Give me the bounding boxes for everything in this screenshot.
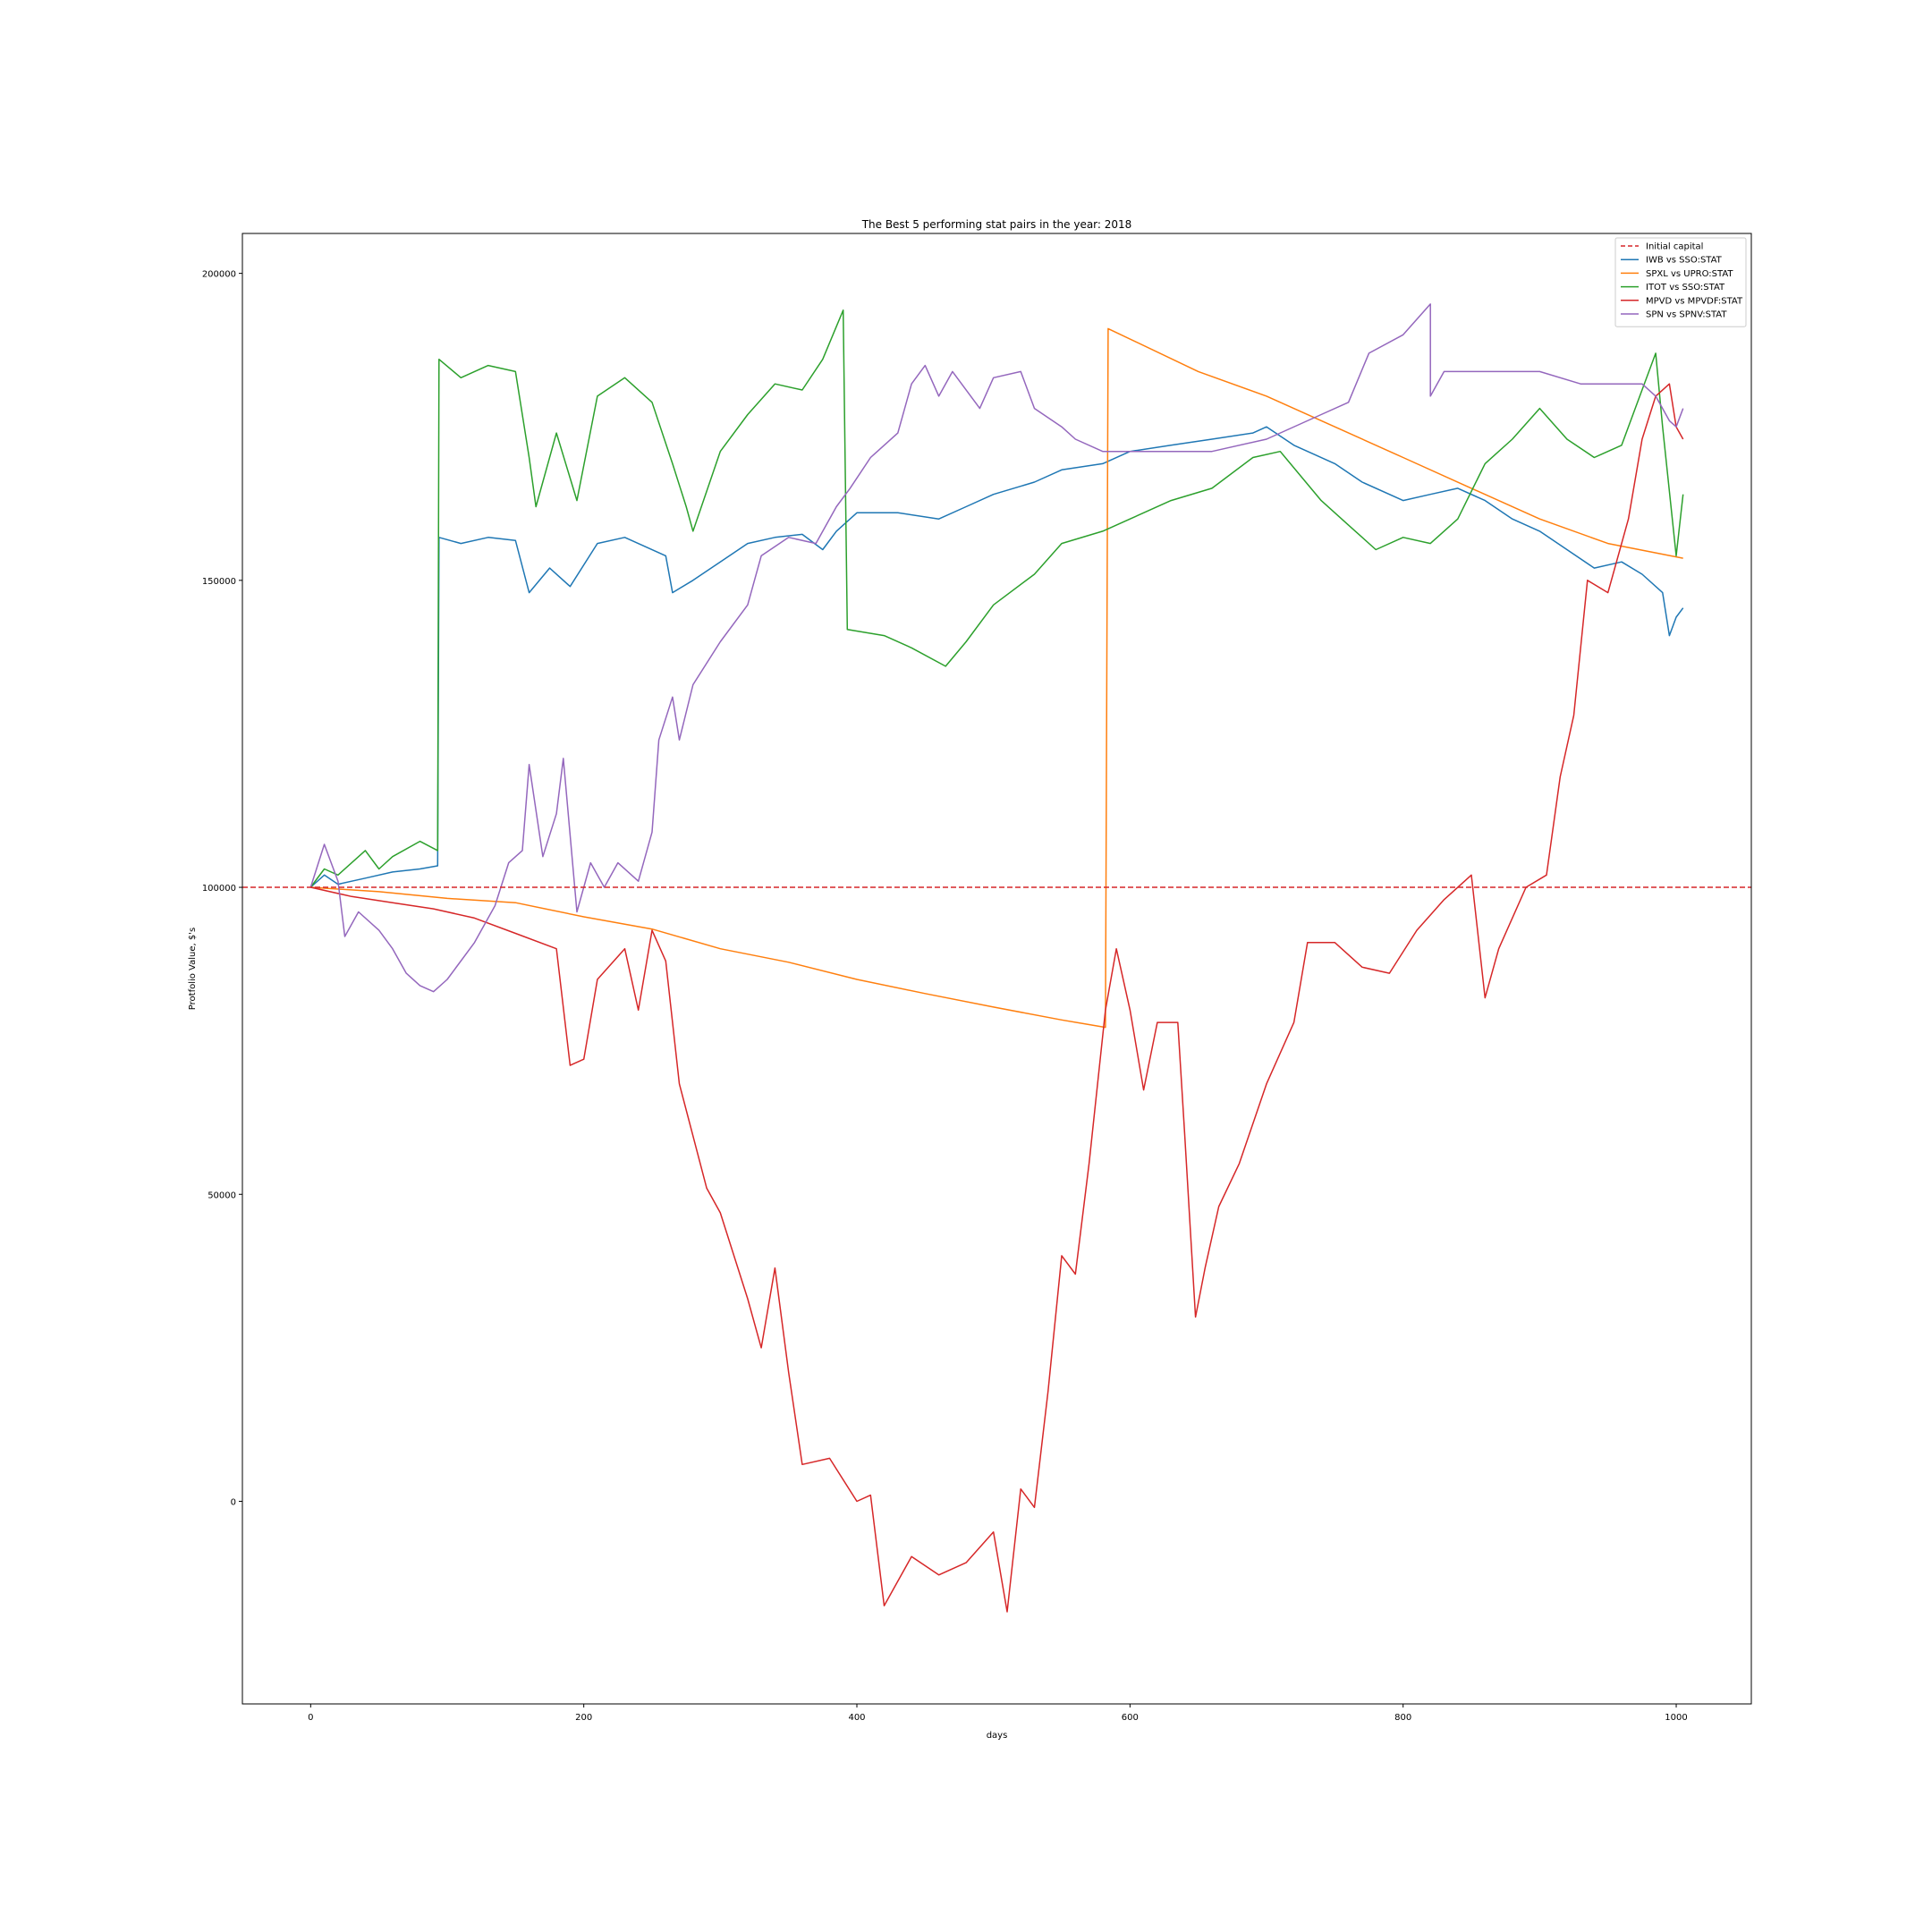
legend-label: ITOT vs SSO:STAT [1646,283,1725,292]
series-layer [309,303,1684,1613]
series-line-4 [310,383,1684,1613]
x-tick-label: 200 [575,1713,592,1723]
x-tick-label: 0 [308,1713,313,1723]
x-tick-label: 400 [848,1713,865,1723]
y-tick-label: 200000 [202,270,236,280]
x-axis-label: days [987,1731,1008,1741]
series-line-2 [310,327,1683,1029]
series-line-5 [309,303,1684,993]
y-tick-label: 0 [231,1497,236,1507]
y-tick-label: 150000 [202,577,236,587]
series-line-3 [309,309,1684,888]
legend-label: IWB vs SSO:STAT [1646,256,1723,266]
y-tick-label: 50000 [208,1191,236,1200]
y-tick-label: 100000 [202,884,236,894]
y-axis-label: Protfolio Value, $'s [188,928,198,1010]
x-tick-label: 1000 [1665,1713,1687,1723]
legend-label: Initial capital [1646,242,1703,252]
x-tick-label: 600 [1122,1713,1139,1723]
series-line-1 [309,426,1684,888]
plot-area-frame [242,233,1752,1705]
y-axis: 0 50000 100000 150000 200000 [202,270,242,1507]
x-axis: 0 200 400 600 800 1000 [308,1704,1688,1723]
legend-box [1614,237,1747,327]
legend-label: SPXL vs UPRO:STAT [1646,269,1733,279]
legend-label: MPVD vs MPVDF:STAT [1646,296,1743,306]
legend-label: SPN vs SPNV:STAT [1646,310,1727,320]
x-tick-label: 800 [1394,1713,1411,1723]
chart-title: The Best 5 performing stat pairs in the … [861,218,1132,231]
legend: Initial capital IWB vs SSO:STAT SPXL vs UP… [1614,237,1747,327]
